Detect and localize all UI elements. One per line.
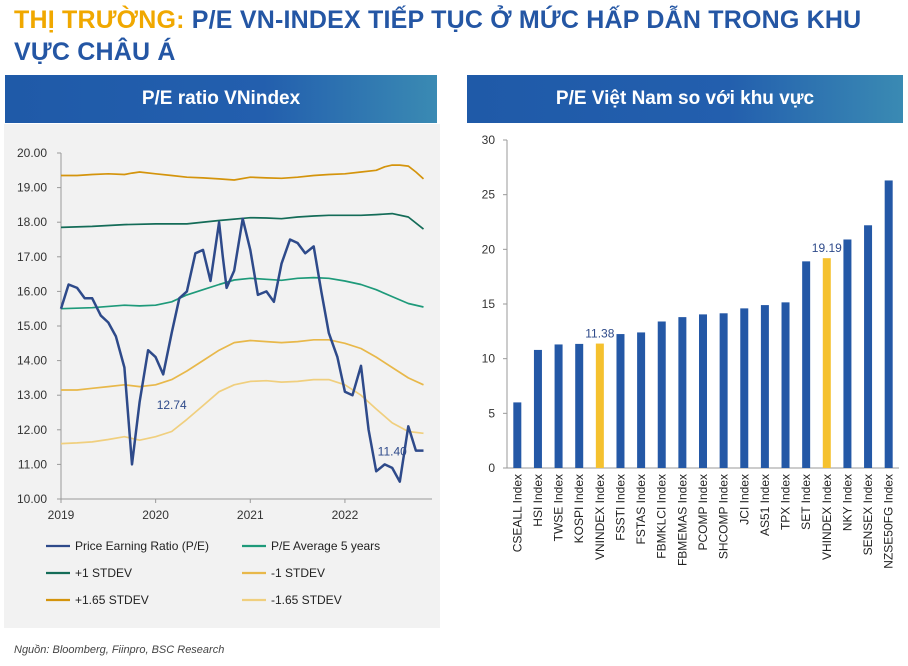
bar xyxy=(657,321,666,468)
series-line xyxy=(61,338,424,391)
category-label: SET Index xyxy=(799,474,813,530)
page-title: THỊ TRƯỜNG: P/E VN-INDEX TIẾP TỤC Ở MỨC … xyxy=(14,4,894,68)
bar xyxy=(533,349,542,468)
y-tick-label: 10.00 xyxy=(17,492,47,506)
category-label: PCOMP Index xyxy=(696,474,710,550)
bar xyxy=(781,302,790,468)
bar xyxy=(616,334,625,468)
x-tick-label: 2020 xyxy=(142,508,169,522)
category-label: FBMKLCI Index xyxy=(655,474,669,559)
data-label: 11.38 xyxy=(585,327,614,341)
bar xyxy=(760,305,769,468)
y-tick-label: 0 xyxy=(488,461,495,475)
category-label: JCI Index xyxy=(737,474,751,525)
series-line xyxy=(61,164,425,181)
bar-highlight xyxy=(595,343,604,468)
legend-label: +1.65 STDEV xyxy=(75,593,149,607)
category-label: FSTAS Index xyxy=(634,474,648,544)
category-label: AS51 Index xyxy=(758,474,772,536)
y-tick-label: 11.00 xyxy=(18,457,47,471)
series-line xyxy=(60,212,425,230)
legend-label: P/E Average 5 years xyxy=(271,539,380,553)
category-label: VNINDEX Index xyxy=(593,474,607,560)
y-tick-label: 12.00 xyxy=(17,423,47,437)
bar xyxy=(513,402,522,468)
legend-label: Price Earning Ratio (P/E) xyxy=(75,539,209,553)
y-tick-label: 14.00 xyxy=(17,354,47,368)
data-label: 19.19 xyxy=(812,241,842,255)
x-tick-label: 2021 xyxy=(237,508,264,522)
y-tick-label: 20.00 xyxy=(17,146,47,160)
category-label: VHINDEX Index xyxy=(820,474,834,560)
x-tick-label: 2022 xyxy=(332,508,359,522)
y-tick-label: 20 xyxy=(482,242,496,256)
category-label: FBMEMAS Index xyxy=(675,474,689,566)
bar xyxy=(699,314,707,468)
bar xyxy=(719,313,728,468)
legend-label: -1.65 STDEV xyxy=(271,593,342,607)
category-label: HSI Index xyxy=(531,474,545,527)
title-highlight: THỊ TRƯỜNG: xyxy=(14,6,185,34)
data-label: 12.74 xyxy=(157,398,187,412)
bar xyxy=(575,343,584,468)
bar xyxy=(740,308,749,468)
category-label: SENSEX Index xyxy=(861,474,875,555)
category-label: TWSE Index xyxy=(552,474,566,541)
x-tick-label: 2019 xyxy=(48,508,75,522)
category-label: NKY Index xyxy=(840,474,854,531)
y-tick-label: 19.00 xyxy=(17,181,47,195)
pe-line-chart-panel: 10.00 11.00 12.00 13.00 14.00 15.00 16.00 17.00… xyxy=(4,124,440,628)
y-tick-label: 18.00 xyxy=(17,215,47,229)
category-label: TPX Index xyxy=(779,474,793,530)
legend-label: +1 STDEV xyxy=(75,566,132,580)
bar xyxy=(864,225,873,468)
series-line xyxy=(60,276,424,310)
y-tick-label: 5 xyxy=(488,406,495,420)
category-label: FSSTI Index xyxy=(613,474,627,541)
y-tick-label: 25 xyxy=(482,188,496,202)
left-chart-header: P/E ratio VNindex xyxy=(5,75,437,123)
pe-bar-chart-panel: 0 5 10 15 20 25 30 CSEALL Index HSI Index TWSE In… xyxy=(467,124,903,628)
legend-label: -1 STDEV xyxy=(271,566,325,580)
bar xyxy=(678,317,687,468)
bar xyxy=(843,239,852,468)
source-note: Nguồn: Bloomberg, Fiinpro, BSC Research xyxy=(14,644,225,656)
category-label: NZSE50FG Index xyxy=(882,474,896,569)
data-label: 11.40 xyxy=(378,445,407,459)
y-tick-label: 10 xyxy=(482,352,496,366)
pe-bar-chart: 0 5 10 15 20 25 30 CSEALL Index HSI Index TWSE In… xyxy=(482,133,899,569)
y-tick-label: 17.00 xyxy=(17,250,47,264)
category-label: CSEALL Index xyxy=(510,474,524,552)
y-tick-label: 15.00 xyxy=(17,319,47,333)
bar xyxy=(554,344,563,468)
category-label: KOSPI Index xyxy=(572,474,586,543)
series-line xyxy=(59,217,424,483)
bar-highlight xyxy=(822,258,831,468)
y-tick-label: 13.00 xyxy=(17,388,47,402)
bar xyxy=(802,261,811,468)
pe-line-chart: 10.00 11.00 12.00 13.00 14.00 15.00 16.00 17.00… xyxy=(17,146,432,607)
bar xyxy=(637,332,646,468)
y-tick-label: 16.00 xyxy=(17,284,47,298)
right-chart-header: P/E Việt Nam so với khu vực xyxy=(467,75,903,123)
bar xyxy=(884,180,893,468)
title-text: P/E VN-INDEX TIẾP TỤC Ở MỨC HẤP DẪN TRON… xyxy=(14,6,862,66)
y-tick-label: 15 xyxy=(482,297,496,311)
category-label: SHCOMP Index xyxy=(717,474,731,559)
y-tick-label: 30 xyxy=(482,133,496,147)
